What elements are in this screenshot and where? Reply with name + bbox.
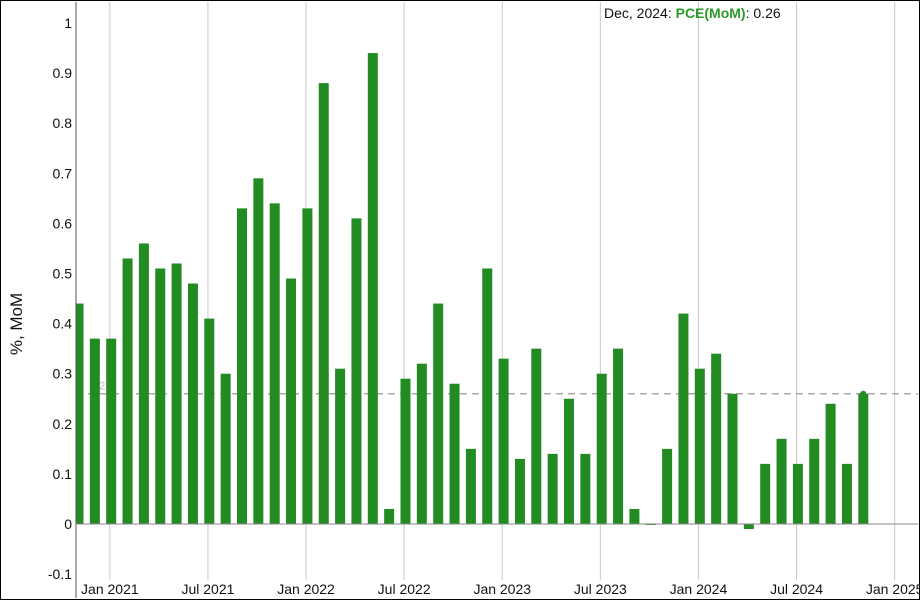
bar-mar-2023[interactable] — [514, 458, 525, 524]
bar-oct-2021[interactable] — [237, 208, 247, 524]
bar-dec-2023[interactable] — [662, 448, 673, 524]
bar-jan-2024[interactable] — [678, 313, 689, 524]
x-tick-label: Jan 2021 — [81, 581, 139, 597]
bar-aug-2022[interactable] — [400, 378, 411, 524]
bar-sep-2023[interactable] — [613, 348, 624, 524]
bar-sep-2021[interactable] — [220, 373, 231, 524]
bar-jul-2022[interactable] — [384, 508, 395, 524]
y-tick-label: -0.1 — [48, 566, 72, 582]
reference-layer: 0.2 — [76, 381, 918, 395]
x-tick-label: Jul 2024 — [770, 581, 823, 597]
bar-nov-2024[interactable] — [841, 463, 852, 524]
y-tick-label: 0 — [64, 516, 72, 532]
bar-apr-2021[interactable] — [138, 243, 149, 524]
bar-oct-2022[interactable] — [433, 303, 444, 524]
bar-sep-2022[interactable] — [416, 363, 427, 524]
bar-dec-2021[interactable] — [269, 203, 280, 525]
bar-jul-2021[interactable] — [187, 283, 198, 524]
y-tick-label: 0.8 — [53, 115, 73, 131]
bar-jun-2021[interactable] — [171, 263, 182, 524]
bar-feb-2022[interactable] — [302, 208, 313, 524]
y-tick-label: 0.7 — [53, 165, 73, 181]
y-tick-label: 0.6 — [53, 215, 73, 231]
bar-dec-2024[interactable] — [858, 393, 869, 524]
hover-marker — [860, 390, 867, 397]
bar-layer — [76, 53, 869, 530]
bar-may-2024[interactable] — [743, 524, 754, 530]
bar-jan-2022[interactable] — [286, 278, 297, 524]
bar-feb-2021[interactable] — [106, 338, 117, 524]
bar-mar-2021[interactable] — [122, 258, 133, 524]
bar-feb-2023[interactable] — [498, 358, 509, 524]
bar-jul-2024[interactable] — [776, 438, 787, 524]
bar-jan-2021[interactable] — [89, 338, 100, 524]
bar-aug-2021[interactable] — [204, 318, 215, 524]
y-tick-label: 0.2 — [53, 416, 73, 432]
bar-apr-2024[interactable] — [727, 393, 738, 524]
tooltip-series-name: PCE(MoM) — [675, 5, 746, 21]
hover-tooltip: Dec, 2024: PCE(MoM): 0.26 — [604, 5, 781, 21]
bar-apr-2022[interactable] — [335, 368, 346, 524]
bar-sep-2024[interactable] — [809, 438, 820, 524]
bar-mar-2022[interactable] — [318, 83, 329, 525]
bar-aug-2023[interactable] — [596, 373, 607, 524]
bar-oct-2024[interactable] — [825, 403, 836, 524]
bar-mar-2024[interactable] — [711, 353, 722, 524]
bar-nov-2022[interactable] — [449, 383, 460, 524]
bar-may-2022[interactable] — [351, 218, 362, 524]
x-tick-label: Jul 2023 — [574, 581, 627, 597]
tooltip-date: Dec, 2024 — [604, 5, 668, 21]
bar-apr-2023[interactable] — [531, 348, 542, 524]
bar-may-2021[interactable] — [155, 268, 166, 524]
x-tick-label: Jan 2025 — [866, 581, 920, 597]
axis-layer: Jan 2021 Jul 2021 Jan 2022 Jul 2022 Jan 2023… — [48, 2, 920, 598]
bar-jun-2022[interactable] — [367, 53, 378, 525]
bar-may-2023[interactable] — [547, 453, 558, 524]
x-tick-label: Jan 2022 — [277, 581, 335, 597]
bar-oct-2023[interactable] — [629, 508, 640, 524]
y-axis-label: %, MoM — [7, 293, 26, 355]
bar-jul-2023[interactable] — [580, 453, 591, 524]
bar-feb-2024[interactable] — [694, 368, 705, 524]
x-tick-label: Jan 2023 — [473, 581, 531, 597]
bar-jun-2023[interactable] — [564, 398, 574, 524]
y-tick-label: 0.1 — [53, 466, 73, 482]
y-tick-label: 0.9 — [53, 65, 73, 81]
x-tick-label: Jul 2022 — [378, 581, 431, 597]
y-tick-label: 0.5 — [53, 266, 73, 282]
x-tick-label: Jan 2024 — [670, 581, 728, 597]
bar-aug-2024[interactable] — [792, 463, 803, 524]
bar-dec-2020[interactable] — [76, 303, 84, 524]
x-tick-label: Jul 2021 — [181, 581, 234, 597]
y-tick-label: 0.3 — [53, 366, 73, 382]
tooltip-value: 0.26 — [753, 5, 781, 21]
y-tick-label: 1 — [64, 15, 72, 31]
bar-nov-2021[interactable] — [253, 178, 264, 524]
y-tick-label: 0.4 — [53, 316, 73, 332]
bar-jun-2024[interactable] — [760, 463, 771, 524]
bar-jan-2023[interactable] — [482, 268, 493, 524]
bar-dec-2022[interactable] — [465, 448, 476, 524]
